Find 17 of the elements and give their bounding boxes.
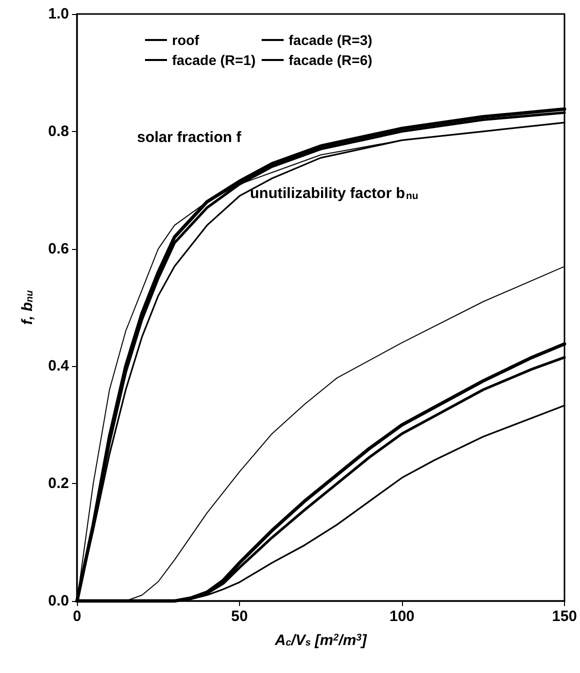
x-tick-label: 100 — [389, 608, 415, 625]
x-tick-label: 50 — [231, 608, 248, 625]
legend-label: facade (R=6) — [288, 52, 372, 68]
y-tick-label: 0.2 — [48, 475, 69, 492]
legend-label: roof — [172, 32, 200, 48]
annotation: unutilizability factor bnu — [250, 185, 418, 202]
legend-label: facade (R=3) — [288, 32, 372, 48]
y-axis-title: f, bnu — [19, 290, 36, 325]
y-tick-label: 1.0 — [48, 6, 69, 22]
legend-label: facade (R=1) — [172, 52, 256, 68]
y-tick-label: 0.8 — [48, 122, 69, 140]
x-tick-label: 0 — [72, 608, 82, 625]
y-tick-label: 0.6 — [48, 240, 69, 258]
y-tick-label: 0.4 — [48, 358, 70, 375]
annotation: solar fraction f — [137, 129, 242, 146]
y-tick-label: 0.0 — [48, 592, 69, 610]
x-tick-label: 150 — [552, 608, 577, 625]
